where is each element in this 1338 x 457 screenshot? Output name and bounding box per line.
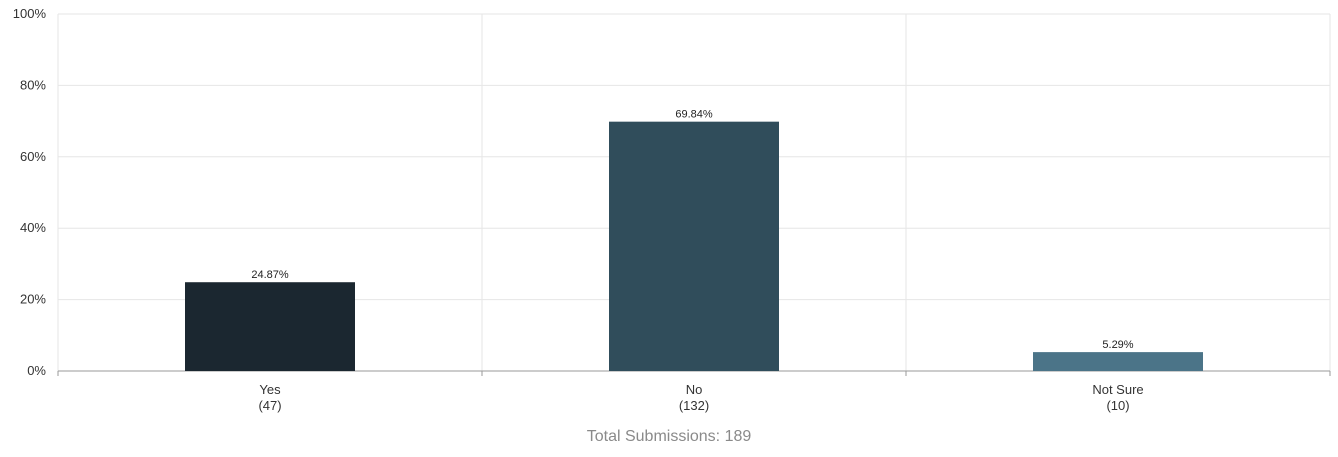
data-label: 24.87% [251, 269, 289, 281]
x-category-count: (10) [1106, 398, 1129, 413]
bar-not-sure[interactable] [1033, 352, 1203, 371]
x-category-count: (47) [258, 398, 281, 413]
y-tick-label: 40% [20, 220, 46, 235]
data-label: 69.84% [675, 109, 713, 121]
x-category-label: No [686, 382, 703, 397]
y-tick-label: 100% [13, 6, 47, 21]
data-label: 5.29% [1102, 339, 1133, 351]
bars [185, 121, 1203, 371]
bar-yes[interactable] [185, 282, 355, 371]
y-tick-label: 60% [20, 149, 46, 164]
labels: 0%20%40%60%80%100%24.87%Yes(47)69.84%No(… [13, 6, 1144, 413]
y-tick-label: 80% [20, 77, 46, 92]
bar-no[interactable] [609, 121, 779, 371]
x-category-label: Not Sure [1092, 382, 1143, 397]
y-tick-label: 20% [20, 292, 46, 307]
x-category-label: Yes [259, 382, 281, 397]
y-tick-label: 0% [27, 363, 46, 378]
x-category-count: (132) [679, 398, 709, 413]
total-submissions: Total Submissions: 189 [586, 428, 752, 445]
